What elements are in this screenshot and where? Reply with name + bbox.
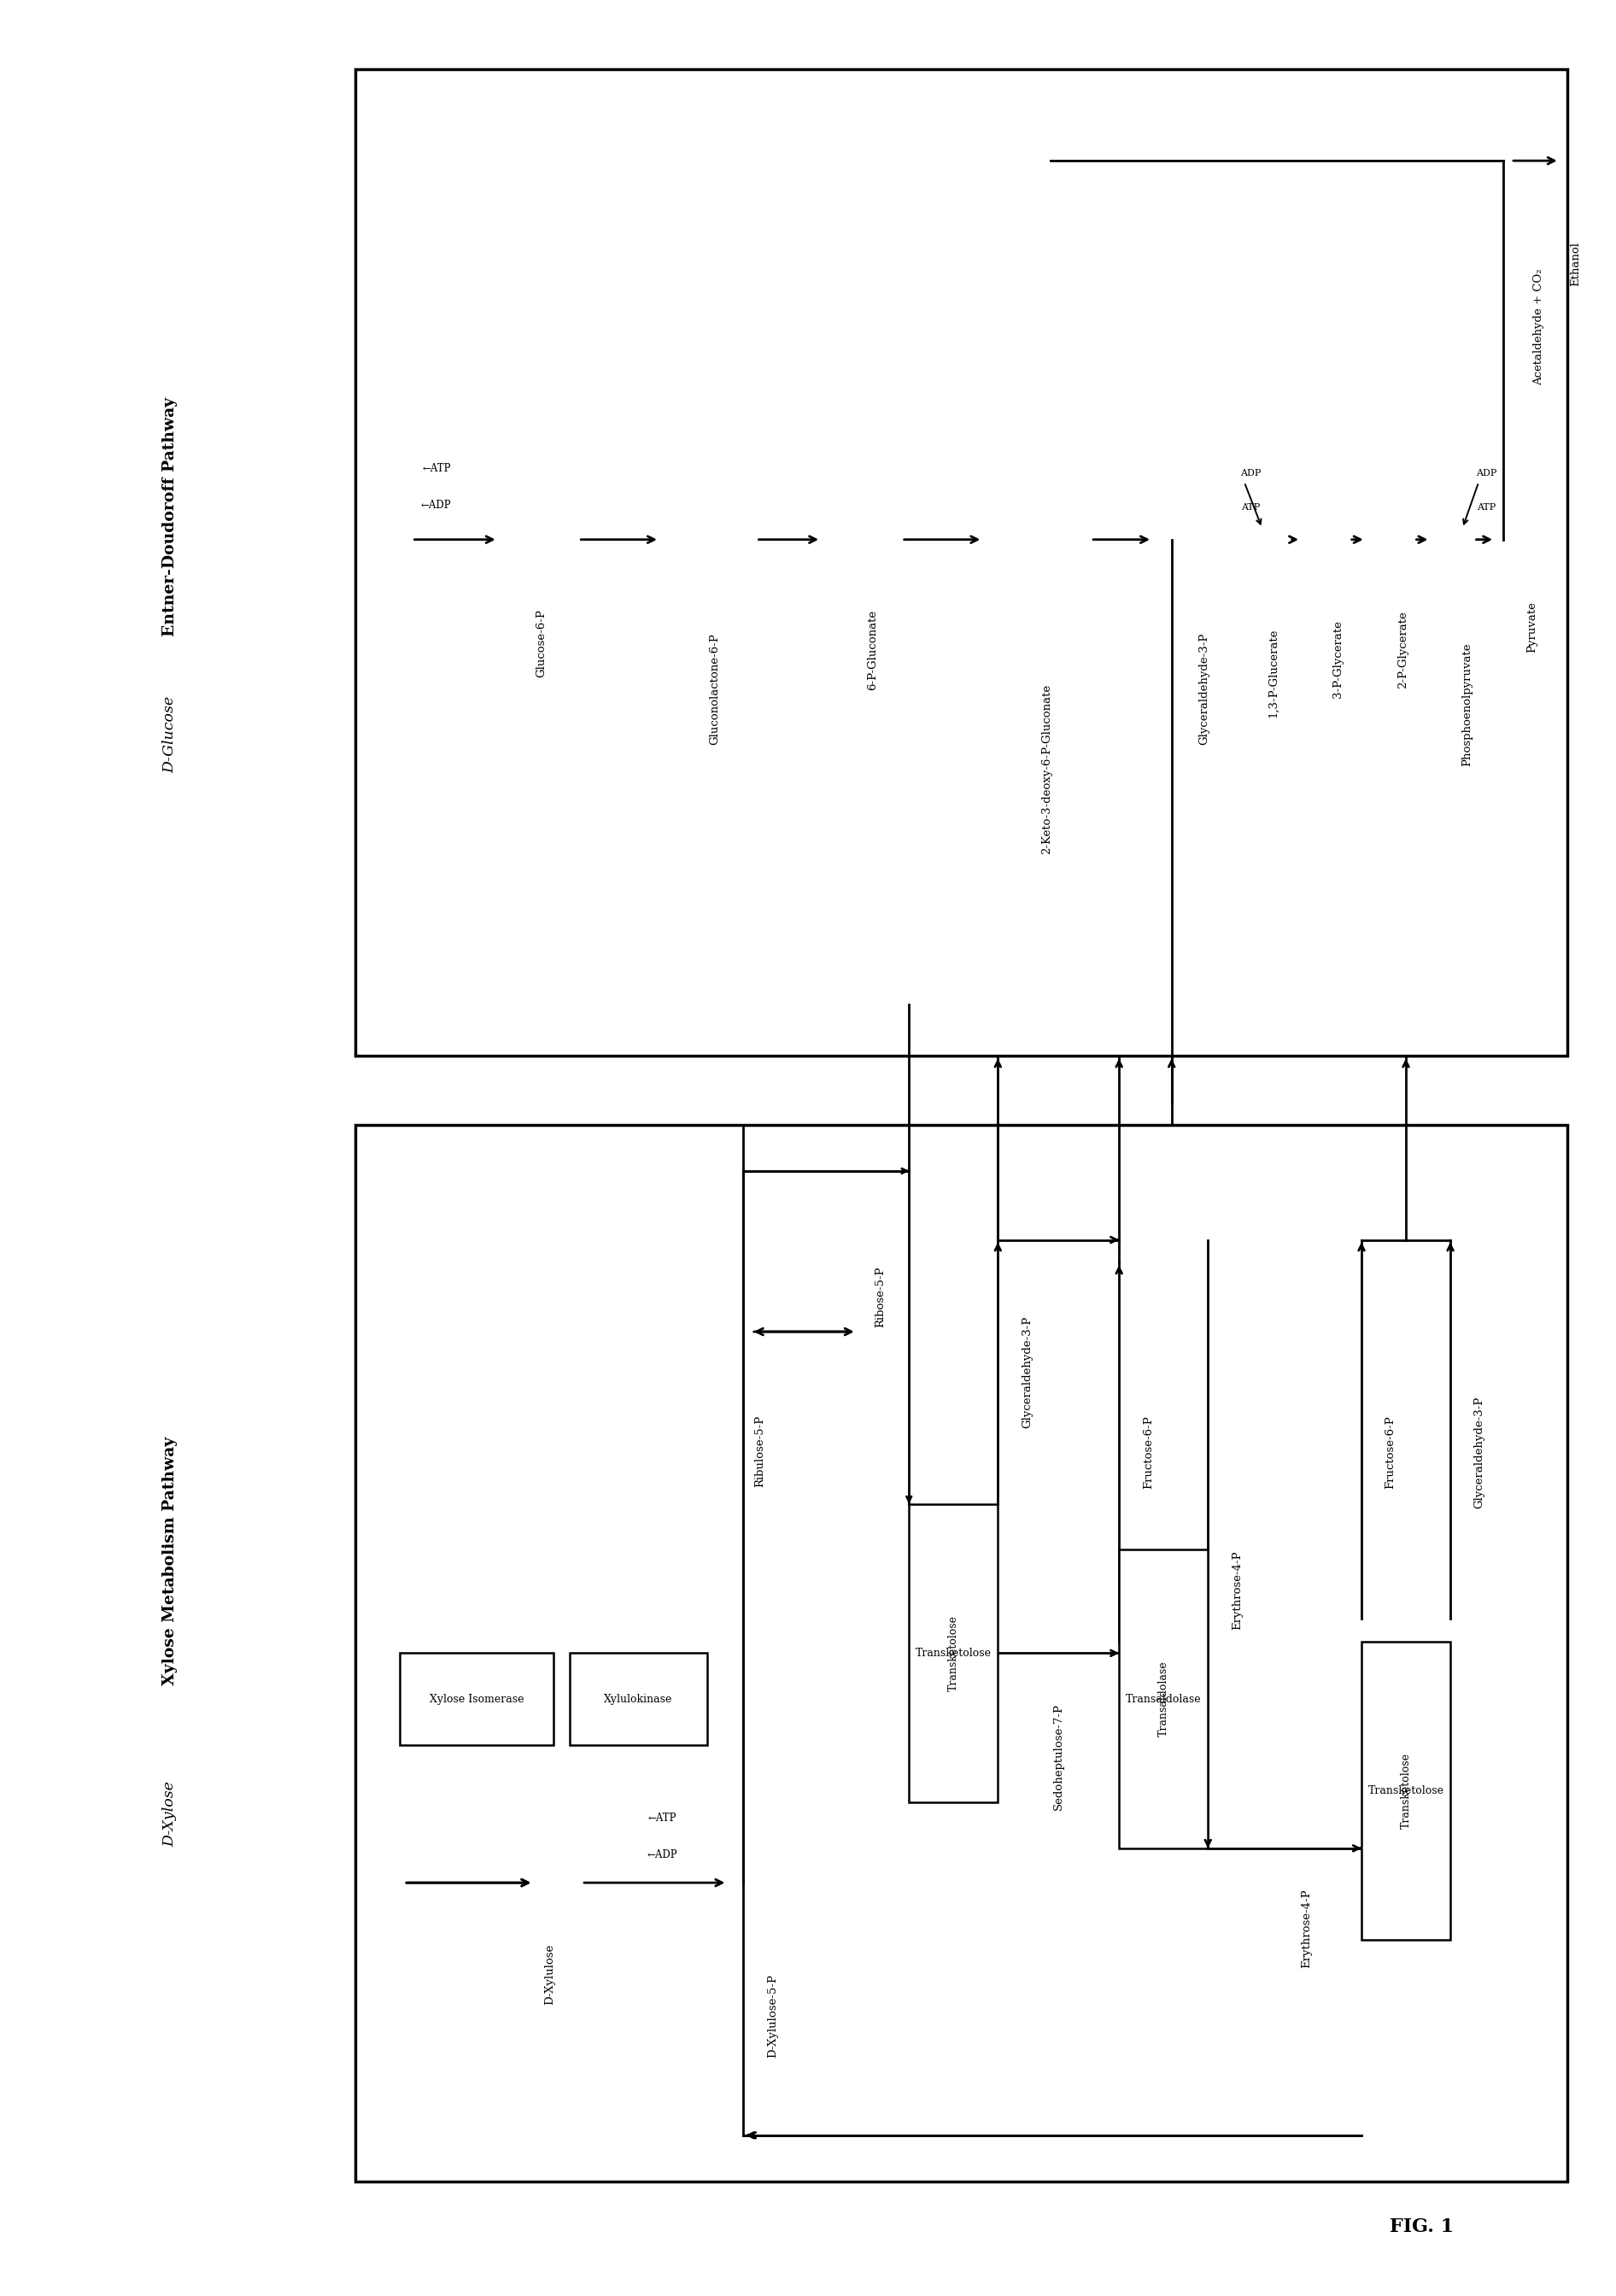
Text: Ribose-5-P: Ribose-5-P bbox=[876, 1267, 886, 1327]
Text: Transketolose: Transketolose bbox=[1401, 1752, 1411, 1830]
Text: D-Xylose: D-Xylose bbox=[163, 1782, 176, 1846]
Bar bbox=[569, 1653, 708, 1745]
Text: Xylose Isomerase: Xylose Isomerase bbox=[430, 1694, 524, 1704]
Text: 3-P-Glycerate: 3-P-Glycerate bbox=[1333, 620, 1343, 698]
Text: Gluconolactone-6-P: Gluconolactone-6-P bbox=[709, 634, 719, 744]
Text: Ribulose-5-P: Ribulose-5-P bbox=[755, 1414, 764, 1488]
Bar bbox=[1118, 1550, 1207, 1848]
Text: Glucose-6-P: Glucose-6-P bbox=[537, 608, 546, 677]
Text: Fructose-6-P: Fructose-6-P bbox=[1143, 1417, 1154, 1488]
Bar bbox=[908, 1504, 997, 1802]
Text: Entner-Doudoroff Pathway: Entner-Doudoroff Pathway bbox=[162, 397, 178, 636]
Text: ←ADP: ←ADP bbox=[648, 1851, 677, 1860]
Text: ADP: ADP bbox=[1241, 468, 1260, 478]
Text: Glyceraldehyde-3-P: Glyceraldehyde-3-P bbox=[1199, 634, 1209, 744]
Text: D-Xylulose: D-Xylulose bbox=[545, 1945, 554, 2004]
Text: ←ATP: ←ATP bbox=[648, 1814, 677, 1823]
Bar bbox=[1361, 1642, 1451, 1940]
Text: Sedoheptulose-7-P: Sedoheptulose-7-P bbox=[1054, 1704, 1063, 1809]
Text: Erythrose-4-P: Erythrose-4-P bbox=[1301, 1890, 1312, 1968]
Text: Erythrose-4-P: Erythrose-4-P bbox=[1231, 1550, 1243, 1630]
Text: Pyruvate: Pyruvate bbox=[1527, 602, 1537, 652]
Text: Acetaldehyde + CO₂: Acetaldehyde + CO₂ bbox=[1534, 269, 1543, 386]
Text: Transketolose: Transketolose bbox=[949, 1614, 958, 1692]
Bar bbox=[399, 1653, 553, 1745]
Text: Glyceraldehyde-3-P: Glyceraldehyde-3-P bbox=[1021, 1316, 1033, 1428]
Text: Transaldolase: Transaldolase bbox=[1126, 1694, 1201, 1704]
Text: Transaldolase: Transaldolase bbox=[1159, 1662, 1168, 1736]
Text: 6-P-Gluconate: 6-P-Gluconate bbox=[868, 608, 877, 691]
Text: ←ATP: ←ATP bbox=[422, 464, 451, 473]
Text: Phosphoenolpyruvate: Phosphoenolpyruvate bbox=[1462, 643, 1472, 767]
Text: ATP: ATP bbox=[1241, 503, 1260, 512]
Text: Transketolose: Transketolose bbox=[1367, 1786, 1445, 1795]
Text: D-Glucose: D-Glucose bbox=[163, 696, 176, 774]
Text: Xylose Metabolism Pathway: Xylose Metabolism Pathway bbox=[162, 1437, 178, 1685]
Text: 1,3-P-Glucerate: 1,3-P-Glucerate bbox=[1269, 629, 1278, 716]
Text: D-Xylulose-5-P: D-Xylulose-5-P bbox=[768, 1975, 777, 2057]
Text: ADP: ADP bbox=[1477, 468, 1496, 478]
Text: Fructose-6-P: Fructose-6-P bbox=[1385, 1417, 1396, 1488]
Text: Glyceraldehyde-3-P: Glyceraldehyde-3-P bbox=[1474, 1396, 1485, 1508]
Bar bbox=[356, 1125, 1568, 2181]
Text: Transketolose: Transketolose bbox=[915, 1649, 992, 1658]
Bar bbox=[356, 69, 1568, 1056]
Text: 2-Keto-3-deoxy-6-P-Gluconate: 2-Keto-3-deoxy-6-P-Gluconate bbox=[1042, 684, 1052, 854]
Text: Xylulokinase: Xylulokinase bbox=[604, 1694, 672, 1704]
Text: Ethanol: Ethanol bbox=[1571, 241, 1580, 287]
Text: ATP: ATP bbox=[1477, 503, 1496, 512]
Text: FIG. 1: FIG. 1 bbox=[1390, 2218, 1454, 2236]
Text: ←ADP: ←ADP bbox=[422, 501, 451, 510]
Text: 2-P-Glycerate: 2-P-Glycerate bbox=[1398, 611, 1408, 689]
